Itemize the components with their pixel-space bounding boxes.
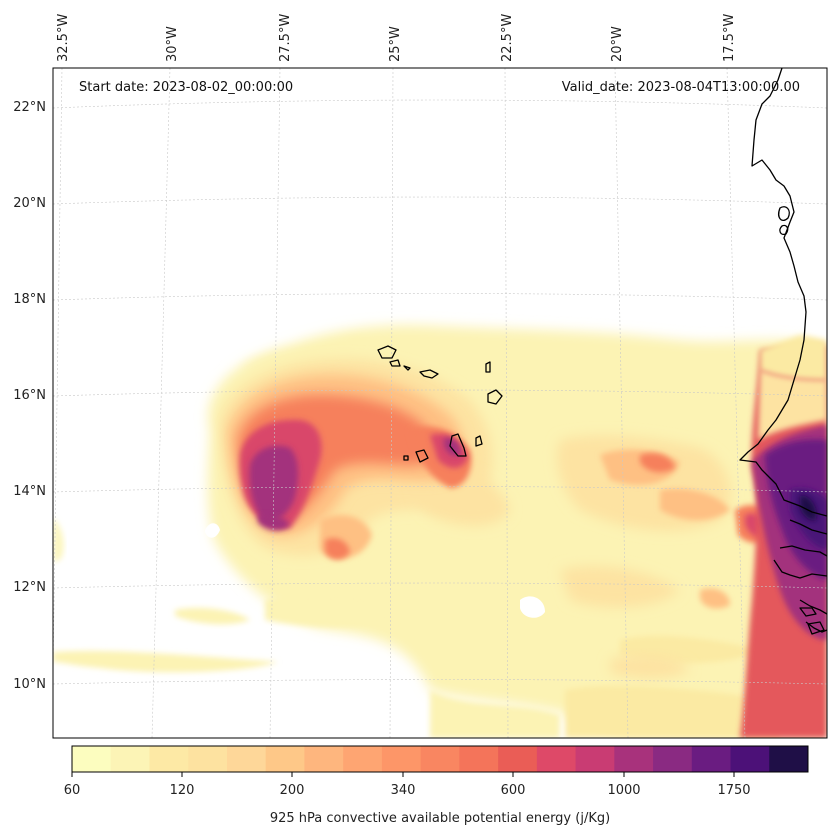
colorbar-bins xyxy=(72,746,809,772)
lat-label: 10°N xyxy=(13,677,46,692)
colorbar-bin xyxy=(614,746,654,772)
cape-verde-fogo xyxy=(415,449,429,463)
colorbar-bin xyxy=(72,746,112,772)
colorbar-title: 925 hPa convective available potential e… xyxy=(270,811,610,826)
lat-label: 12°N xyxy=(13,580,46,595)
lat-label: 18°N xyxy=(13,292,46,307)
cape-verde-boa-vista xyxy=(487,389,503,405)
lat-label: 22°N xyxy=(13,100,46,115)
cape-verde-sal xyxy=(485,361,491,373)
africa-coastline xyxy=(739,68,827,517)
colorbar-bin xyxy=(575,746,615,772)
colorbar-bin xyxy=(343,746,383,772)
lat-label: 20°N xyxy=(13,196,46,211)
colorbar-frame xyxy=(71,745,809,773)
cape-verde-santiago xyxy=(449,433,467,457)
coastlines xyxy=(377,68,827,635)
colorbar-bin xyxy=(653,746,693,772)
colorbar-bin xyxy=(769,746,809,772)
valid-date-label: Valid_date: 2023-08-04T13:00:00.00 xyxy=(562,80,800,95)
cape-verde-maio xyxy=(475,435,483,447)
lon-label: 27.5°W xyxy=(278,14,293,62)
colorbar-bin xyxy=(110,746,150,772)
colorbar: 60 120 200 340 600 1000 1750 925 hPa con… xyxy=(64,745,809,826)
colorbar-bin xyxy=(459,746,499,772)
lon-label: 17.5°W xyxy=(722,14,737,62)
colorbar-bin xyxy=(149,746,189,772)
colorbar-ticks xyxy=(71,772,735,777)
colorbar-bin xyxy=(226,746,267,772)
lon-label: 25°W xyxy=(388,26,403,62)
colorbar-tick-label: 1750 xyxy=(717,783,750,798)
map-frame xyxy=(52,67,828,739)
lon-label: 30°W xyxy=(165,26,180,62)
cape-verde-sao-nicolau xyxy=(419,369,439,379)
longitude-labels: 32.5°W 30°W 27.5°W 25°W 22.5°W 20°W 17.5… xyxy=(56,14,737,62)
colorbar-bin xyxy=(536,746,577,772)
colorbar-bin xyxy=(188,746,228,772)
colorbar-tick-label: 340 xyxy=(391,783,416,798)
start-date-label: Start date: 2023-08-02_00:00:00 xyxy=(79,80,293,95)
colorbar-tick-label: 1000 xyxy=(607,783,640,798)
lon-label: 22.5°W xyxy=(500,14,515,62)
cape-field xyxy=(53,324,827,738)
lat-label: 16°N xyxy=(13,388,46,403)
cape-verde-santo-antao xyxy=(377,345,397,359)
latitude-labels: 22°N 20°N 18°N 16°N 14°N 12°N 10°N xyxy=(13,100,46,692)
cape-verde-brava xyxy=(403,455,409,461)
colorbar-tick-label: 600 xyxy=(501,783,526,798)
colorbar-bin xyxy=(730,746,770,772)
lat-label: 14°N xyxy=(13,484,46,499)
colorbar-tick-label: 200 xyxy=(280,783,305,798)
colorbar-bin xyxy=(381,746,422,772)
colorbar-bin xyxy=(265,746,305,772)
colorbar-bin xyxy=(304,746,344,772)
colorbar-bin xyxy=(498,746,538,772)
lon-label: 20°W xyxy=(610,26,625,62)
cape-verde-sao-vicente xyxy=(389,359,401,367)
colorbar-bin xyxy=(420,746,460,772)
colorbar-tick-label: 60 xyxy=(64,783,81,798)
lon-label: 32.5°W xyxy=(56,14,71,62)
colorbar-tick-label: 120 xyxy=(170,783,195,798)
colorbar-bin xyxy=(691,746,732,772)
